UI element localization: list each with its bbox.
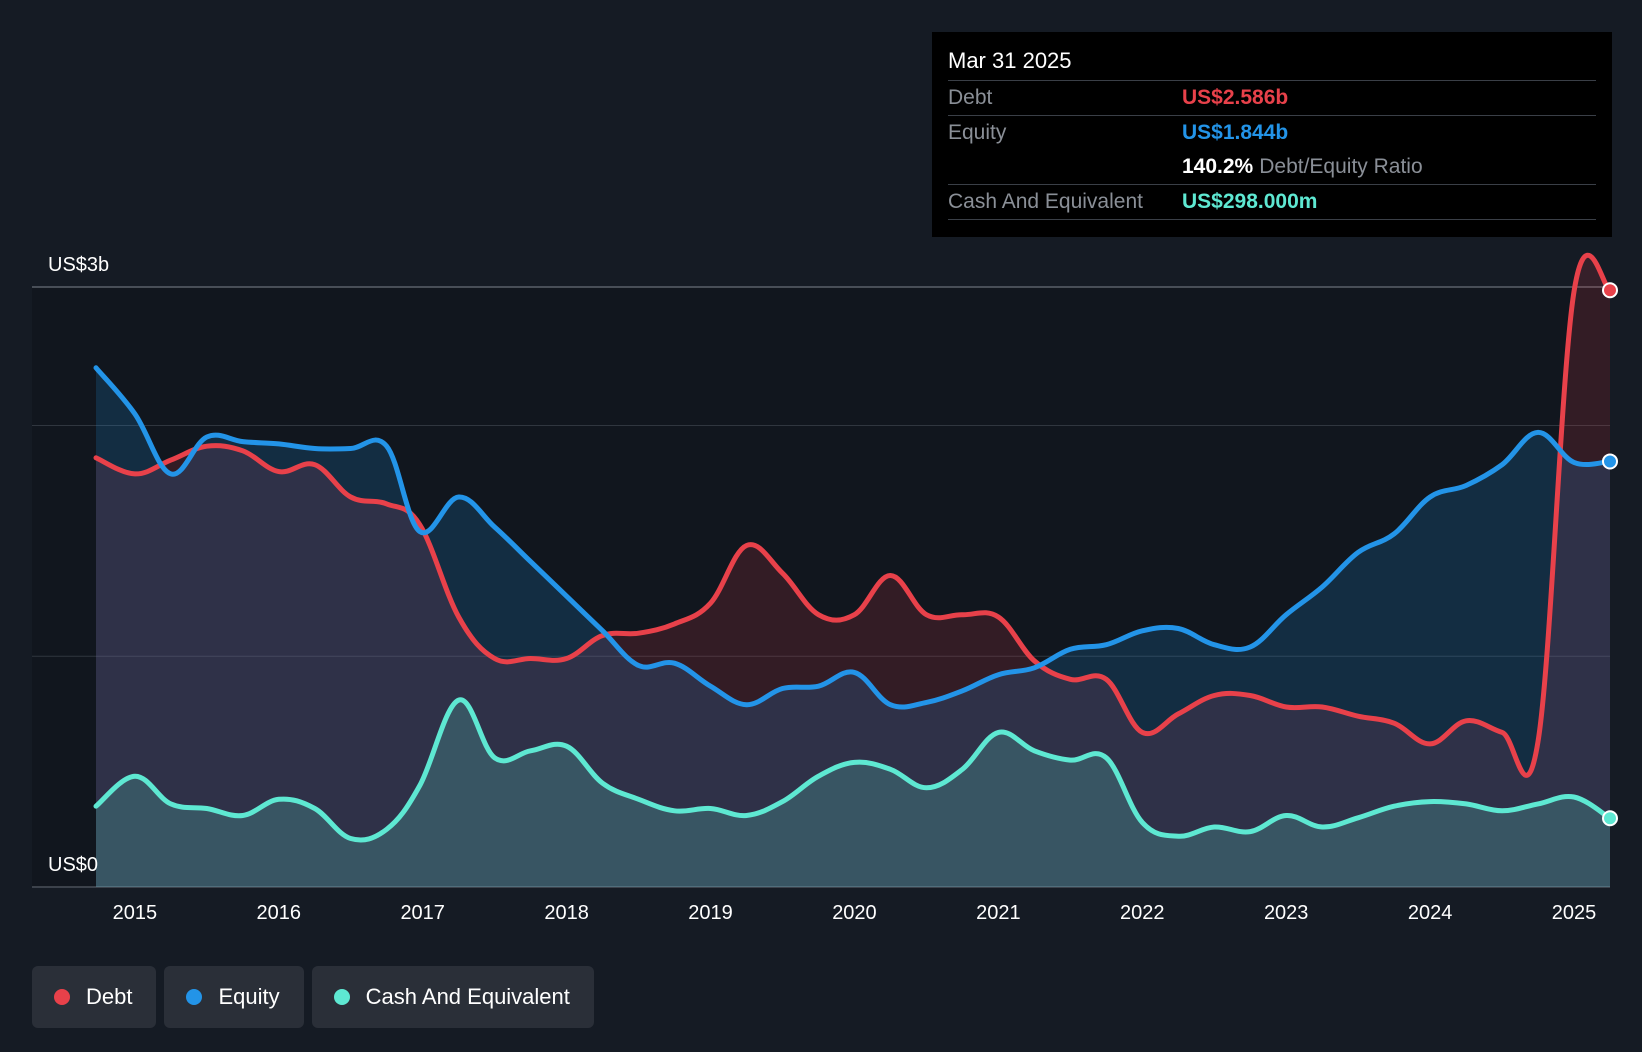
- debt-dot-icon: [54, 989, 70, 1005]
- x-tick-label: 2015: [113, 902, 158, 924]
- x-tick-label: 2025: [1552, 902, 1597, 924]
- tooltip-equity-row: Equity US$1.844b: [948, 116, 1596, 150]
- tooltip-debt-row: Debt US$2.586b: [948, 81, 1596, 116]
- tooltip-ratio-value: 140.2%: [1182, 155, 1254, 178]
- x-tick-label: 2018: [544, 902, 589, 924]
- equity-line: [93, 365, 1613, 710]
- debt-end-marker: [1602, 282, 1618, 299]
- plot-background: [32, 287, 1610, 887]
- legend-item-debt[interactable]: Debt: [32, 966, 157, 1028]
- cash-dot-icon: [333, 989, 350, 1005]
- tooltip-ratio-label: Debt/Equity Ratio: [1259, 155, 1423, 178]
- legend: Debt Equity Cash And Equivalent: [32, 966, 594, 1028]
- tooltip-equity-label: Equity: [948, 121, 1007, 144]
- area-fills: [96, 255, 1610, 887]
- tooltip-ratio-row: 140.2% Debt/Equity Ratio: [948, 150, 1596, 185]
- x-tick-label: 2019: [688, 902, 733, 924]
- tooltip-cash-label: Cash And Equivalent: [948, 190, 1143, 213]
- debt-area: [96, 255, 1610, 887]
- x-tick-label: 2022: [1120, 902, 1165, 924]
- legend-label-debt: Debt: [86, 984, 133, 1009]
- x-tick-label: 2023: [1264, 902, 1309, 924]
- legend-label-equity: Equity: [218, 984, 280, 1009]
- x-tick-label: 2016: [257, 902, 302, 924]
- tooltip-equity-value: US$1.844b: [1182, 121, 1289, 144]
- cash-line: [93, 697, 1613, 843]
- tooltip-date: Mar 31 2025: [948, 46, 1596, 81]
- legend-item-cash[interactable]: Cash And Equivalent: [311, 966, 594, 1028]
- legend-item-equity[interactable]: Equity: [164, 966, 304, 1028]
- equity-end-marker: [1602, 453, 1618, 470]
- y-label-bottom: US$0: [48, 854, 98, 876]
- tooltip-cash-value: US$298.000m: [1182, 190, 1318, 213]
- equity-dot-icon: [186, 989, 203, 1005]
- x-tick-label: 2024: [1408, 902, 1453, 924]
- tooltip-debt-value: US$2.586b: [1182, 86, 1289, 109]
- equity-area: [96, 367, 1610, 887]
- legend-label-cash: Cash And Equivalent: [365, 984, 570, 1009]
- y-label-top: US$3b: [48, 254, 109, 276]
- x-axis: 2015 2016 2017 2018 2019 2020 2021 2022 2023 2024…: [113, 902, 1597, 924]
- gridlines: [32, 286, 1610, 888]
- cash-area: [96, 699, 1610, 887]
- tooltip-panel: Mar 31 2025 Debt US$2.586b Equity US$1.8…: [932, 32, 1612, 237]
- series-lines: [93, 252, 1613, 843]
- end-markers: [1602, 282, 1618, 827]
- debt-line: [93, 252, 1613, 778]
- x-tick-label: 2021: [976, 902, 1021, 924]
- x-tick-label: 2017: [400, 902, 445, 924]
- x-tick-label: 2020: [832, 902, 877, 924]
- tooltip-debt-label: Debt: [948, 86, 993, 109]
- cash-end-marker: [1602, 810, 1618, 827]
- tooltip-cash-row: Cash And Equivalent US$298.000m: [948, 185, 1596, 220]
